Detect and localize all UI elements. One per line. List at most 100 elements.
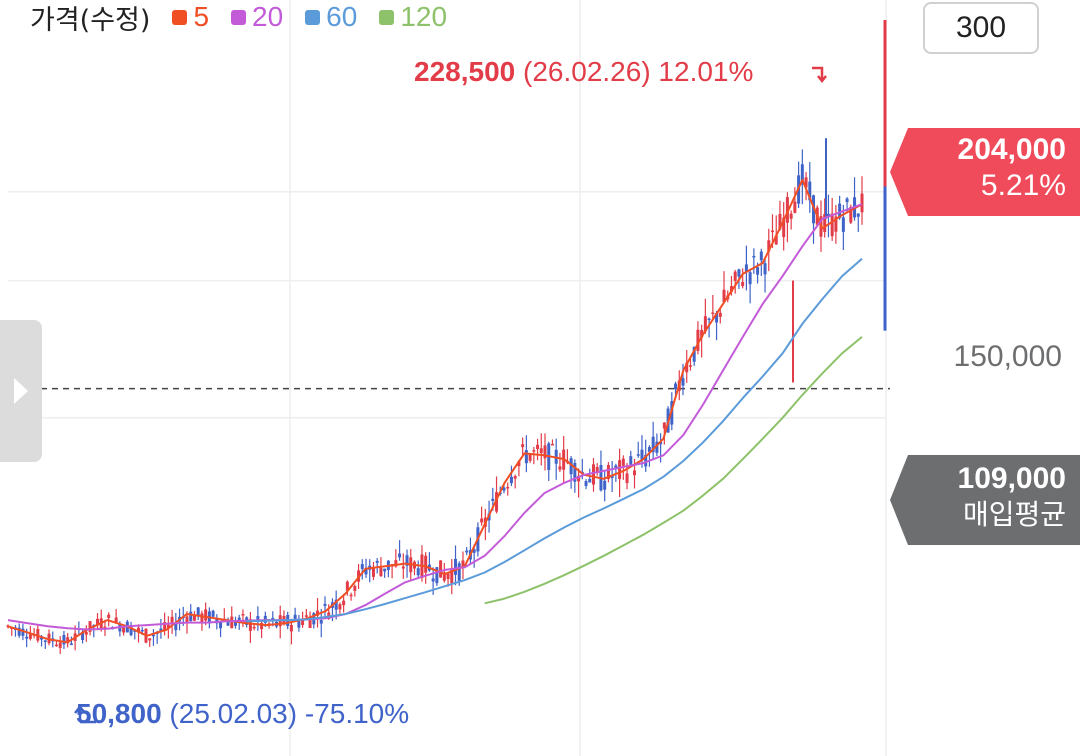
candle-body bbox=[472, 549, 476, 553]
candle-body bbox=[524, 450, 528, 464]
candle-body bbox=[383, 568, 387, 572]
candle-body bbox=[700, 330, 704, 338]
candle-body bbox=[737, 269, 741, 277]
candle-body bbox=[58, 642, 62, 648]
candle-body bbox=[830, 213, 834, 237]
candle-body bbox=[718, 312, 722, 317]
candle-body bbox=[342, 600, 346, 606]
candle-body bbox=[6, 625, 10, 627]
candle-body bbox=[729, 286, 733, 292]
candle-body bbox=[502, 487, 506, 491]
candle-body bbox=[845, 198, 849, 203]
candle-body bbox=[674, 383, 678, 390]
legend-item-ma5[interactable]: 5 bbox=[172, 1, 209, 33]
candle-body bbox=[532, 450, 536, 452]
candle-body bbox=[241, 614, 245, 616]
candle-body bbox=[36, 628, 40, 641]
candle-body bbox=[629, 456, 633, 465]
candle-body bbox=[248, 619, 252, 631]
arrow-up-corner-icon bbox=[74, 705, 96, 724]
candle-body bbox=[260, 622, 264, 630]
expand-panel-tab[interactable] bbox=[0, 320, 42, 462]
period-button[interactable]: 300 bbox=[923, 2, 1039, 54]
candle-body bbox=[431, 578, 435, 582]
candle-body bbox=[603, 480, 607, 490]
candle-body bbox=[338, 604, 342, 610]
low-price-change: -75.10% bbox=[304, 698, 410, 729]
candle-body bbox=[465, 550, 469, 553]
candle-body bbox=[584, 481, 588, 486]
legend-item-ma60[interactable]: 60 bbox=[305, 1, 357, 33]
candle-body bbox=[756, 267, 760, 275]
candle-body bbox=[591, 464, 595, 485]
candle-body bbox=[271, 617, 275, 620]
current-price-change: 5.21% bbox=[980, 169, 1066, 202]
candle-body bbox=[491, 498, 495, 501]
candle-body bbox=[148, 638, 152, 641]
candle-body bbox=[633, 470, 637, 476]
candle-body bbox=[233, 620, 237, 626]
candle-body bbox=[43, 640, 47, 642]
chart-grid bbox=[8, 0, 890, 756]
candle-body bbox=[770, 230, 774, 233]
legend-swatch-ma5 bbox=[172, 9, 188, 25]
high-price-value: 228,500 bbox=[414, 56, 516, 87]
legend-item-ma120[interactable]: 120 bbox=[379, 1, 447, 33]
high-price-date: (26.02.26) bbox=[523, 56, 651, 87]
candle-body bbox=[308, 617, 312, 628]
candle-body bbox=[804, 177, 808, 188]
candle-body bbox=[289, 625, 293, 632]
candle-body bbox=[513, 476, 517, 479]
candle-body bbox=[211, 610, 215, 617]
legend-item-ma20[interactable]: 20 bbox=[231, 1, 283, 33]
candle-body bbox=[569, 458, 573, 475]
candle-body bbox=[539, 448, 543, 454]
candle-body bbox=[558, 466, 562, 470]
candle-body bbox=[62, 635, 66, 645]
candle-body bbox=[256, 616, 260, 622]
candle-body bbox=[711, 312, 715, 315]
candle-body bbox=[834, 216, 838, 232]
candle-body bbox=[826, 213, 830, 217]
candle-body bbox=[506, 486, 510, 489]
candle-body bbox=[457, 563, 461, 581]
low-price-annotation: 50,800 (25.02.03) -75.10% bbox=[76, 698, 409, 730]
high-price-annotation: 228,500 (26.02.26) 12.01% bbox=[414, 56, 753, 88]
candle-body bbox=[480, 518, 484, 523]
current-price-tag: 204,000 5.21% bbox=[890, 128, 1080, 216]
ma-line-60 bbox=[246, 257, 863, 623]
y-tick-label: 150,000 bbox=[953, 340, 1062, 373]
candle-body bbox=[442, 572, 446, 581]
candle-body bbox=[323, 603, 327, 606]
candle-body bbox=[715, 313, 719, 323]
ma-line-120 bbox=[484, 336, 863, 605]
candle-body bbox=[707, 318, 711, 321]
candle-body bbox=[509, 476, 513, 484]
candle-body bbox=[159, 628, 163, 632]
legend-title: 가격(수정) bbox=[30, 4, 151, 36]
candle-body bbox=[334, 599, 338, 610]
candle-body bbox=[416, 568, 420, 576]
candle-body bbox=[133, 630, 137, 632]
candle-body bbox=[606, 465, 610, 479]
candle-body bbox=[435, 567, 439, 584]
candle-body bbox=[778, 214, 782, 230]
chart-markers bbox=[74, 66, 827, 724]
candle-body bbox=[659, 441, 663, 445]
candle-body bbox=[316, 610, 320, 616]
moving-average-lines bbox=[7, 178, 863, 644]
candle-body bbox=[722, 289, 726, 302]
candle-body bbox=[741, 282, 745, 287]
candle-body bbox=[454, 558, 458, 575]
candle-body bbox=[319, 620, 323, 624]
candle-body bbox=[550, 443, 554, 446]
candle-body bbox=[129, 626, 133, 636]
candle-body bbox=[204, 609, 208, 621]
candle-body bbox=[759, 251, 763, 261]
legend-label-ma20: 20 bbox=[252, 1, 284, 32]
candle-body bbox=[614, 465, 618, 469]
candle-body bbox=[577, 475, 581, 482]
legend-label-ma5: 5 bbox=[193, 1, 210, 32]
